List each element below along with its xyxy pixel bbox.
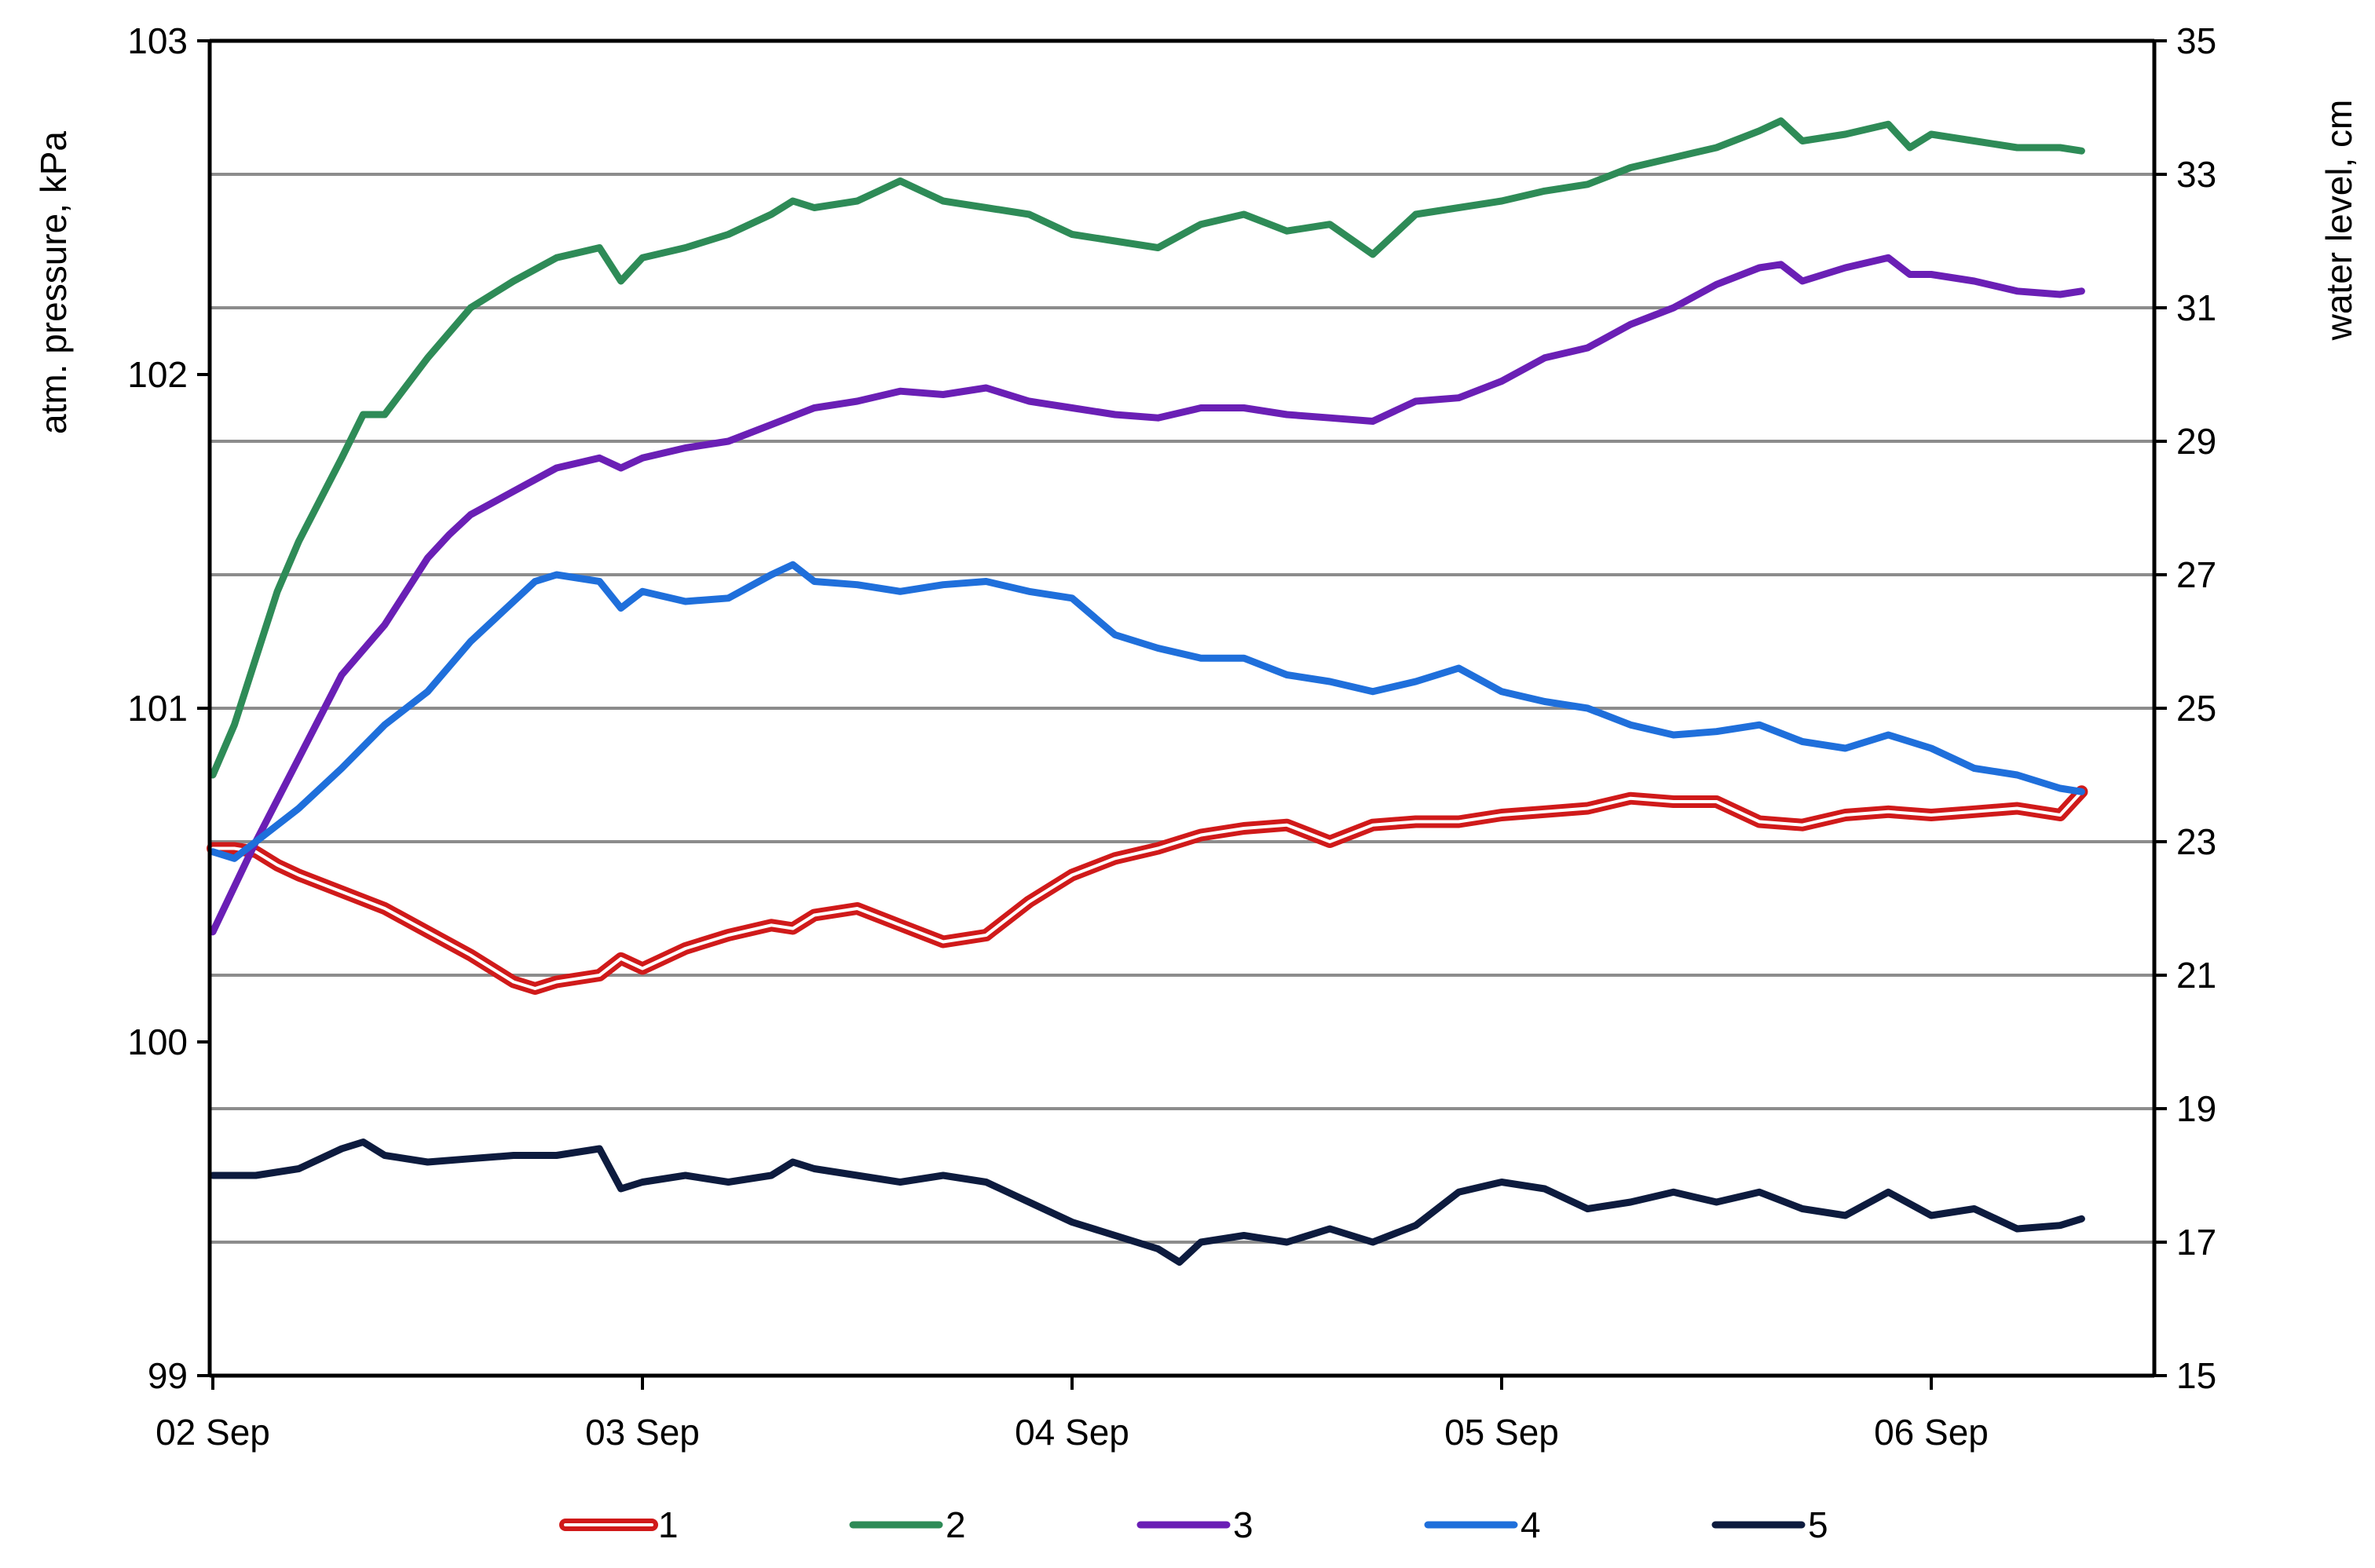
series-2-line bbox=[209, 117, 2085, 779]
y-right-tick-label: 23 bbox=[2176, 821, 2216, 862]
y-right-tick-label: 33 bbox=[2176, 154, 2216, 195]
tick-labels: 99 100 101 102 103 15 17 19 21 23 25 27 29 31 33 35 02 S… bbox=[127, 20, 2216, 1453]
x-tick-label: 05 Sep bbox=[1444, 1412, 1559, 1453]
series-1-line-core bbox=[211, 790, 2084, 990]
y-right-tick-label: 25 bbox=[2176, 688, 2216, 729]
y-left-tick-label: 101 bbox=[127, 688, 188, 729]
y-right-tick-label: 17 bbox=[2176, 1222, 2216, 1263]
y-right-tick-label: 19 bbox=[2176, 1088, 2216, 1129]
series-3-line bbox=[209, 254, 2085, 936]
y-right-tick-label: 29 bbox=[2176, 421, 2216, 462]
x-tick-label: 02 Sep bbox=[156, 1412, 270, 1453]
y-right-tick-label: 15 bbox=[2176, 1355, 2216, 1396]
legend-label-5: 5 bbox=[1808, 1504, 1828, 1545]
y-right-tick-label: 35 bbox=[2176, 20, 2216, 61]
series-4-line bbox=[209, 561, 2085, 862]
legend-label-2: 2 bbox=[946, 1504, 966, 1545]
y-right-tick-label: 31 bbox=[2176, 287, 2216, 328]
series-1-line bbox=[207, 785, 2088, 995]
series-5-line bbox=[209, 1139, 2085, 1266]
grid-lines bbox=[210, 173, 2154, 1244]
y-axis-left-title: atm. pressure, kPa bbox=[33, 131, 74, 434]
y-left-tick-label: 103 bbox=[127, 20, 188, 61]
y-right-tick-label: 21 bbox=[2176, 955, 2216, 996]
legend-label-3: 3 bbox=[1233, 1504, 1253, 1545]
x-tick-label: 04 Sep bbox=[1015, 1412, 1129, 1453]
y-axis-right-title: water level, cm bbox=[2318, 100, 2359, 342]
legend-label-4: 4 bbox=[1521, 1504, 1541, 1545]
legend: 1 2 3 4 5 bbox=[559, 1504, 1828, 1545]
axes bbox=[197, 38, 2167, 1390]
x-tick-label: 03 Sep bbox=[585, 1412, 700, 1453]
series-lines bbox=[207, 117, 2088, 1266]
y-left-tick-label: 99 bbox=[148, 1355, 188, 1396]
y-left-tick-label: 100 bbox=[127, 1022, 188, 1062]
x-tick-label: 06 Sep bbox=[1874, 1412, 1989, 1453]
legend-label-1: 1 bbox=[658, 1504, 679, 1545]
y-left-tick-label: 102 bbox=[127, 354, 188, 395]
y-right-tick-label: 27 bbox=[2176, 554, 2216, 595]
